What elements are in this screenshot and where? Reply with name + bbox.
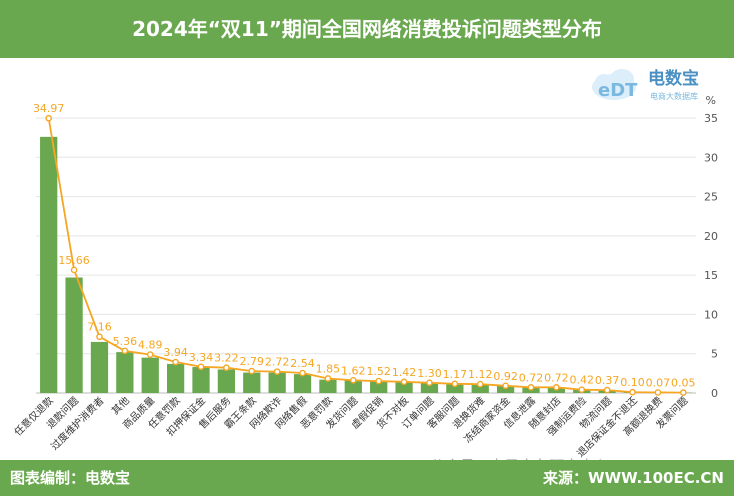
line-point bbox=[476, 380, 484, 388]
bar bbox=[141, 357, 159, 393]
line-point bbox=[350, 376, 357, 384]
y-tick-label: 20 bbox=[704, 230, 718, 243]
line-point bbox=[603, 386, 611, 394]
line-point bbox=[502, 382, 509, 390]
line-point bbox=[223, 364, 230, 372]
line-point bbox=[197, 363, 205, 371]
bar bbox=[268, 372, 286, 393]
bar bbox=[40, 136, 58, 393]
bar bbox=[166, 363, 185, 393]
bar bbox=[446, 384, 464, 393]
data-label: 1.85 bbox=[316, 362, 341, 375]
x-tick-label: 其他 bbox=[109, 394, 132, 417]
data-label: 5.36 bbox=[113, 335, 138, 348]
data-label: 3.34 bbox=[189, 351, 214, 364]
line-point bbox=[553, 384, 560, 391]
data-label: 15.66 bbox=[58, 254, 90, 267]
chart-source: 来源：WWW.100EC.CN bbox=[543, 469, 724, 487]
line-point bbox=[121, 347, 129, 355]
x-tick-label: 任意仅退款 bbox=[11, 394, 56, 439]
complaint-chart: 0 5 10 15 20 25 30 35% 34.97 15.66 7.165.36 4.893.9… bbox=[11, 94, 718, 460]
data-label: 0.92 bbox=[493, 370, 518, 383]
data-label: 7.16 bbox=[87, 321, 112, 334]
data-label: 1.17 bbox=[443, 368, 468, 381]
line-point bbox=[45, 114, 52, 122]
data-label: 3.94 bbox=[163, 346, 188, 359]
data-label: 2.72 bbox=[265, 356, 290, 369]
series-line bbox=[47, 118, 684, 394]
line-point bbox=[654, 389, 662, 396]
data-label: 0.72 bbox=[519, 371, 544, 384]
line-point bbox=[680, 389, 687, 396]
bar bbox=[496, 385, 515, 393]
data-label: 0.07 bbox=[646, 376, 671, 389]
line-point bbox=[400, 378, 408, 386]
data-label: 4.89 bbox=[138, 339, 163, 352]
line-point bbox=[96, 333, 103, 341]
line-point bbox=[324, 375, 332, 382]
bar bbox=[471, 384, 489, 393]
bar bbox=[65, 277, 83, 393]
line-point bbox=[629, 388, 636, 396]
footer-banner: 图表编制：电数宝 来源：WWW.100EC.CN bbox=[0, 460, 734, 496]
bar bbox=[293, 374, 312, 393]
line-point bbox=[451, 380, 459, 388]
data-label: 1.30 bbox=[417, 367, 442, 380]
data-label: 1.12 bbox=[468, 368, 493, 381]
bar bbox=[192, 367, 210, 393]
line-point bbox=[299, 369, 306, 377]
line-point bbox=[273, 368, 281, 375]
data-label: 3.22 bbox=[214, 352, 239, 365]
y-tick-label: 15 bbox=[704, 269, 718, 282]
bar bbox=[217, 369, 236, 393]
data-label: 2.79 bbox=[240, 355, 265, 368]
y-tick-label: 0 bbox=[711, 387, 718, 400]
bar bbox=[243, 372, 261, 393]
logo-mark: eDT bbox=[598, 80, 638, 101]
edianbao-logo: eDT 电数宝 电商大数据库 bbox=[592, 68, 699, 101]
data-label: 0.05 bbox=[671, 377, 696, 390]
data-label: 0.42 bbox=[570, 374, 595, 387]
y-tick-label: 35 bbox=[704, 112, 718, 125]
data-label: 2.54 bbox=[290, 357, 315, 370]
line-point bbox=[70, 266, 78, 274]
line-point bbox=[172, 358, 179, 366]
line-point bbox=[248, 367, 256, 375]
bar bbox=[90, 341, 109, 393]
line-point bbox=[578, 386, 586, 394]
chart-credit: 图表编制：电数宝 bbox=[10, 469, 131, 487]
line-point bbox=[146, 351, 154, 358]
data-label: 0.10 bbox=[620, 376, 645, 389]
logo-name: 电数宝 bbox=[648, 68, 699, 89]
bar bbox=[116, 352, 134, 393]
y-tick-label: 10 bbox=[704, 308, 718, 321]
y-unit-label: % bbox=[706, 94, 716, 107]
data-label: 1.62 bbox=[341, 364, 366, 377]
bar bbox=[395, 382, 413, 393]
data-label: 1.52 bbox=[366, 365, 391, 378]
title-banner: 2024年“双11”期间全国网络消费投诉问题类型分布 bbox=[0, 0, 734, 58]
data-label: 1.42 bbox=[392, 366, 417, 379]
bar bbox=[344, 380, 362, 393]
bar bbox=[370, 381, 388, 393]
line-point bbox=[426, 379, 433, 387]
y-tick-label: 5 bbox=[711, 348, 718, 361]
data-label: 0.37 bbox=[595, 374, 620, 387]
y-tick-label: 30 bbox=[704, 151, 718, 164]
logo-tagline: 电商大数据库 bbox=[650, 91, 698, 101]
data-label: 0.72 bbox=[544, 371, 569, 384]
line-point bbox=[375, 377, 382, 385]
chart-title: 2024年“双11”期间全国网络消费投诉问题类型分布 bbox=[132, 17, 602, 41]
cloud-icon bbox=[592, 69, 636, 100]
data-label: 34.97 bbox=[33, 102, 65, 115]
bar bbox=[319, 379, 337, 393]
y-tick-label: 25 bbox=[704, 191, 718, 204]
bar bbox=[420, 382, 439, 393]
line-point bbox=[527, 384, 535, 391]
